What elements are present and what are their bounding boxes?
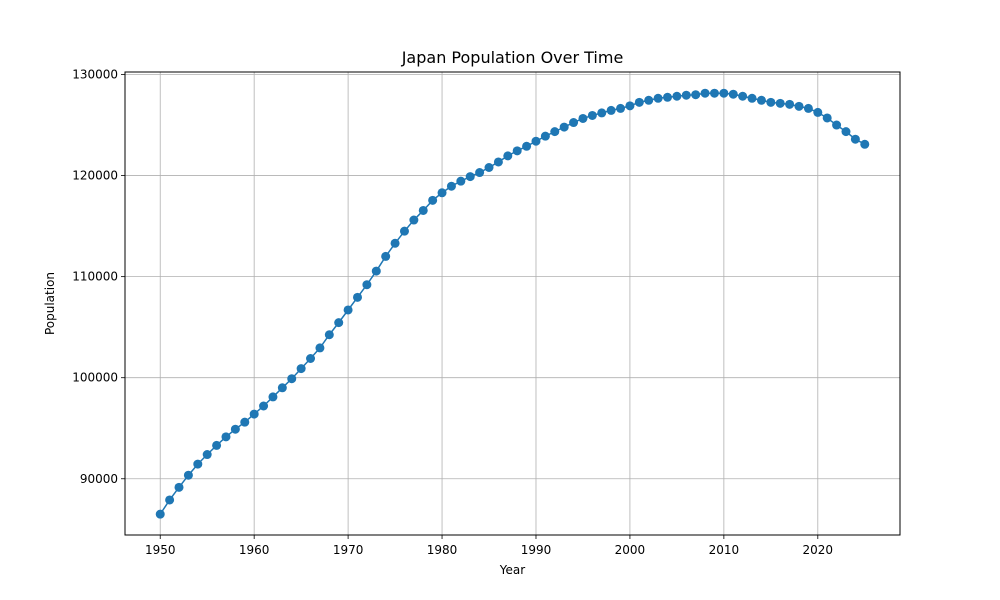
data-point: [719, 88, 729, 98]
y-tick-label: 90000: [80, 472, 118, 486]
data-point: [644, 95, 654, 105]
data-point: [230, 424, 240, 434]
data-point: [559, 122, 569, 132]
data-point: [484, 163, 494, 173]
data-point: [174, 482, 184, 492]
data-point: [822, 113, 832, 123]
data-point: [221, 432, 231, 442]
data-point: [522, 141, 532, 151]
data-point: [794, 101, 804, 111]
x-tick-label: 2010: [709, 543, 740, 557]
data-point: [475, 168, 485, 178]
plot-frame: [124, 71, 901, 536]
data-point: [709, 88, 719, 98]
data-point: [193, 459, 203, 469]
data-point: [334, 318, 344, 328]
data-point: [597, 108, 607, 118]
data-point: [409, 215, 419, 225]
data-point: [672, 91, 682, 101]
data-point: [785, 99, 795, 109]
data-point: [860, 139, 870, 149]
data-point: [240, 417, 250, 427]
data-point: [381, 251, 391, 261]
data-point: [569, 118, 579, 128]
data-point: [512, 146, 522, 156]
data-point: [202, 450, 212, 460]
data-point: [315, 343, 325, 353]
data-point: [155, 509, 165, 519]
data-point: [465, 172, 475, 182]
data-point: [841, 127, 851, 137]
series-population: [155, 88, 870, 519]
x-tick-label: 2000: [615, 543, 646, 557]
data-point: [212, 440, 222, 450]
data-point: [578, 113, 588, 123]
data-point: [259, 401, 269, 411]
data-point: [183, 470, 193, 480]
x-tick-label: 1970: [333, 543, 364, 557]
data-point: [418, 205, 428, 215]
y-tick-label: 130000: [72, 68, 118, 82]
data-point: [813, 107, 823, 117]
data-point: [249, 409, 259, 419]
data-point: [634, 97, 644, 107]
data-point: [268, 392, 278, 402]
data-point: [165, 495, 175, 505]
data-point: [850, 134, 860, 144]
data-point: [663, 92, 672, 102]
data-point: [446, 181, 456, 191]
data-point: [653, 93, 663, 103]
data-point: [700, 88, 710, 98]
data-point: [503, 151, 513, 161]
axis-ticks: 1950 1960 1970 1980 1990 2000 2010 2020 90000 100…: [72, 68, 833, 557]
data-point: [747, 93, 757, 103]
data-point: [353, 292, 362, 302]
chart-title: Japan Population Over Time: [401, 48, 624, 67]
x-axis-title: Year: [499, 563, 525, 577]
data-point: [296, 364, 306, 374]
data-point: [775, 98, 785, 108]
data-point: [691, 90, 701, 100]
data-point: [428, 195, 438, 205]
data-point: [493, 157, 503, 167]
y-tick-label: 120000: [72, 169, 118, 183]
data-point: [681, 90, 691, 100]
data-point: [456, 176, 466, 186]
data-point: [287, 374, 297, 384]
data-point: [399, 226, 409, 236]
data-point: [625, 101, 635, 111]
x-tick-label: 1960: [239, 543, 270, 557]
data-point: [587, 110, 597, 120]
x-tick-label: 1990: [521, 543, 552, 557]
data-point: [766, 97, 776, 107]
data-point: [306, 354, 316, 364]
x-tick-label: 1980: [427, 543, 458, 557]
data-point: [803, 103, 813, 113]
y-tick-label: 110000: [72, 270, 118, 284]
x-tick-label: 1950: [145, 543, 176, 557]
y-axis-title: Population: [43, 272, 57, 335]
series-line: [159, 92, 866, 515]
data-point: [728, 89, 738, 99]
data-point: [738, 91, 748, 101]
data-point: [362, 280, 372, 290]
data-point: [616, 103, 626, 113]
data-point: [324, 330, 334, 340]
data-point: [550, 127, 560, 137]
data-point: [756, 95, 766, 105]
y-tick-label: 100000: [72, 371, 118, 385]
data-point: [606, 105, 616, 115]
data-point: [277, 383, 287, 393]
data-point: [390, 238, 400, 248]
x-tick-label: 2020: [803, 543, 834, 557]
data-point: [531, 136, 541, 146]
grid: [125, 72, 900, 535]
data-point: [540, 131, 550, 141]
data-point: [371, 266, 381, 276]
data-point: [343, 305, 353, 315]
data-point: [832, 120, 842, 130]
data-point: [437, 188, 447, 198]
